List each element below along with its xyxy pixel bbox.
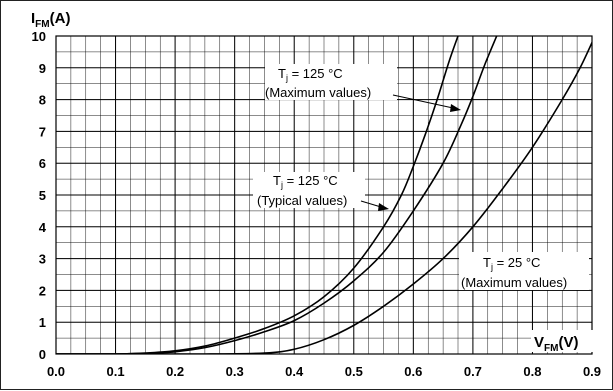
y-tick-label: 7 xyxy=(39,124,46,139)
y-tick-label: 1 xyxy=(39,315,46,330)
x-tick-label: 0.1 xyxy=(107,364,125,379)
svg-text:(Typical values): (Typical values) xyxy=(257,193,347,208)
x-tick-labels: 0.0 0.1 0.2 0.3 0.4 0.5 0.6 0.7 0.8 0.9 xyxy=(47,364,601,379)
y-tick-label: 10 xyxy=(32,29,46,44)
arrow-head-icon xyxy=(450,104,461,112)
svg-text:Tj = 125 °C: Tj = 125 °C xyxy=(273,173,338,190)
svg-text:(Maximum values): (Maximum values) xyxy=(265,85,371,100)
arrow-head-icon xyxy=(378,203,389,211)
series-line-max25 xyxy=(56,40,592,354)
plot-border xyxy=(55,35,593,355)
series-layer xyxy=(56,36,592,354)
y-tick-label: 5 xyxy=(39,188,46,203)
svg-text:Tj = 25 °C: Tj = 25 °C xyxy=(483,255,540,272)
y-tick-label: 8 xyxy=(39,93,46,108)
svg-text:(Maximum values): (Maximum values) xyxy=(461,275,567,290)
annotation-arrow-125-typ xyxy=(360,200,382,208)
x-tick-label: 0.3 xyxy=(226,364,244,379)
x-tick-label: 0.8 xyxy=(523,364,541,379)
x-axis-label-bg xyxy=(531,330,593,352)
y-tick-label: 0 xyxy=(39,347,46,362)
x-tick-label: 0.0 xyxy=(47,364,65,379)
annotation-arrow-125-max xyxy=(392,94,454,109)
svg-text:Tj = 125 °C: Tj = 125 °C xyxy=(278,66,343,83)
annotation-25-max: Tj = 25 °C (Maximum values) xyxy=(459,252,589,290)
y-tick-label: 4 xyxy=(39,220,47,235)
x-tick-label: 0.6 xyxy=(404,364,422,379)
x-axis-label: VFM(V) xyxy=(534,334,578,354)
y-axis-label: IFM(A) xyxy=(31,10,70,30)
x-tick-label: 0.5 xyxy=(345,364,363,379)
y-tick-label: 9 xyxy=(39,61,46,76)
annotation-125-typ: Tj = 125 °C (Typical values) xyxy=(253,172,389,211)
annotation-125-max: Tj = 125 °C (Maximum values) xyxy=(265,64,461,112)
y-tick-label: 3 xyxy=(39,252,46,267)
x-tick-label: 0.2 xyxy=(166,364,184,379)
series-line-max125 xyxy=(56,36,498,354)
y-tick-label: 2 xyxy=(39,283,46,298)
y-tick-labels: 0 1 2 3 4 5 6 7 8 9 10 xyxy=(32,29,47,362)
x-tick-label: 0.7 xyxy=(464,364,482,379)
x-tick-label: 0.9 xyxy=(583,364,601,379)
y-tick-label: 6 xyxy=(39,156,46,171)
x-tick-label: 0.4 xyxy=(285,364,304,379)
